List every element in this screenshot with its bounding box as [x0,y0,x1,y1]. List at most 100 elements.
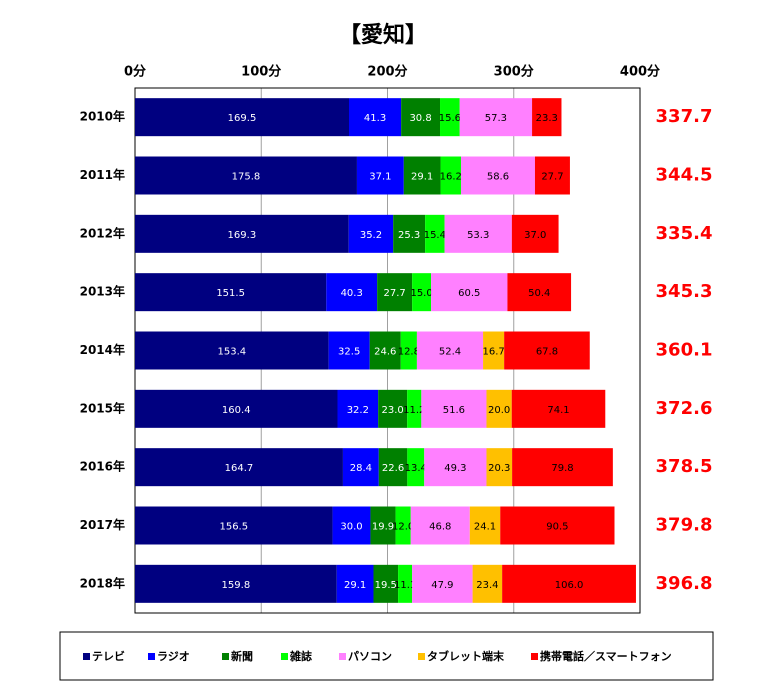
data-label: 23.4 [476,580,498,591]
data-label: 47.9 [431,580,453,591]
data-label: 151.5 [216,288,245,299]
bar-segment [500,506,615,545]
total-label: 396.8 [656,573,713,594]
data-label: 52.4 [439,347,461,358]
total-label: 378.5 [656,456,713,477]
data-label: 153.4 [218,347,247,358]
data-label: 53.3 [467,230,489,241]
bar-segment [431,273,508,312]
y-tick-label: 2012年 [80,225,125,240]
bar-segment [135,564,337,603]
bar-segment [444,214,512,253]
bar-segment [502,564,636,603]
data-label: 58.6 [487,172,509,183]
data-label: 50.4 [528,288,550,299]
bar-segment [504,331,590,370]
data-label: 27.7 [541,172,563,183]
bar-segment [342,448,379,487]
bar-segment [534,156,570,195]
legend-label: タブレット端末 [427,649,505,663]
data-label: 28.4 [350,463,372,474]
data-label: 19.9 [372,522,394,533]
bar-segment [135,448,343,487]
data-label: 175.8 [232,172,261,183]
bar-segment [373,564,399,603]
bar-segment [403,156,441,195]
bar-segment [401,98,441,137]
data-label: 169.5 [228,113,257,124]
legend-label: 携帯電話／スマートフォン [540,649,672,663]
data-label: 156.5 [219,522,248,533]
bar-segment [398,564,413,603]
legend-swatch [531,653,538,660]
y-tick-label: 2010年 [80,109,125,124]
data-label: 32.5 [338,347,360,358]
bar-segment [135,156,357,195]
data-label: 12.8 [398,347,420,358]
data-label: 12.0 [392,522,414,533]
data-label: 19.5 [375,580,397,591]
total-label: 335.4 [656,223,713,244]
bar-segment [407,448,425,487]
data-label: 16.2 [440,172,462,183]
legend-swatch [148,653,155,660]
data-label: 37.0 [524,230,546,241]
legend-swatch [418,653,425,660]
legend-label: テレビ [92,649,125,663]
bar-segment [135,214,349,253]
bar-segment [348,214,394,253]
data-label: 30.0 [340,522,362,533]
bar-segment [440,98,460,137]
data-label: 25.3 [398,230,420,241]
data-label: 35.2 [360,230,382,241]
bar-segment [348,98,402,137]
bar-segment [511,389,606,428]
data-label: 24.1 [474,522,496,533]
legend-swatch [281,653,288,660]
y-tick-label: 2016年 [80,459,125,474]
bar-segment [460,156,535,195]
bar-segment [369,331,401,370]
bar-segment [326,273,378,312]
total-label: 345.3 [656,281,713,302]
bar-segment [378,389,408,428]
data-label: 32.2 [347,405,369,416]
data-label: 37.1 [369,172,391,183]
bar-segment [356,156,404,195]
data-label: 106.0 [555,580,584,591]
chart-title: 【愛知】 [339,22,427,48]
legend-label: 雑誌 [289,649,312,663]
x-tick-label: 300分 [494,64,534,80]
y-tick-label: 2011年 [80,167,125,182]
bar-segment [486,389,512,428]
bar-segment [440,156,461,195]
legend-swatch [339,653,346,660]
data-label: 79.8 [551,463,573,474]
total-label: 337.7 [656,106,713,127]
bar-segment [416,331,484,370]
data-label: 74.1 [547,405,569,416]
bar-segment [507,273,572,312]
bar-segment [532,98,562,137]
data-label: 49.3 [444,463,466,474]
y-tick-label: 2017年 [80,517,125,532]
x-tick-label: 200分 [367,64,407,80]
bar-segment [407,389,422,428]
data-label: 41.3 [364,113,386,124]
data-label: 169.3 [228,230,257,241]
data-label: 15.6 [439,113,461,124]
bar-segment [421,389,487,428]
bar-segment [332,506,371,545]
bar-segment [511,214,559,253]
total-label: 372.6 [656,398,713,419]
y-tick-label: 2013年 [80,284,125,299]
bar-segment [486,448,513,487]
total-label: 379.8 [656,515,713,536]
bar-segment [135,98,349,137]
legend-box [59,631,714,681]
data-label: 23.0 [382,405,404,416]
data-label: 29.1 [411,172,433,183]
data-label: 13.4 [405,463,427,474]
data-label: 20.0 [488,405,510,416]
bar-segment [410,506,470,545]
